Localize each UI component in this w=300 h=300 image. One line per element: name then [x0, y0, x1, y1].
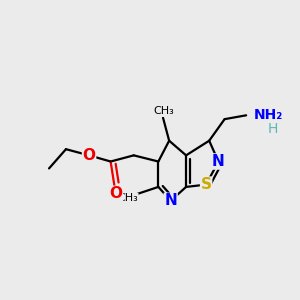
Text: H: H — [268, 122, 278, 136]
Text: O: O — [110, 186, 122, 201]
Text: N: N — [212, 154, 225, 169]
Text: NH₂: NH₂ — [254, 108, 283, 122]
Text: O: O — [82, 148, 96, 163]
Text: CH₃: CH₃ — [153, 106, 174, 116]
Text: N: N — [164, 193, 177, 208]
Text: S: S — [201, 177, 212, 192]
Text: CH₃: CH₃ — [117, 194, 138, 203]
